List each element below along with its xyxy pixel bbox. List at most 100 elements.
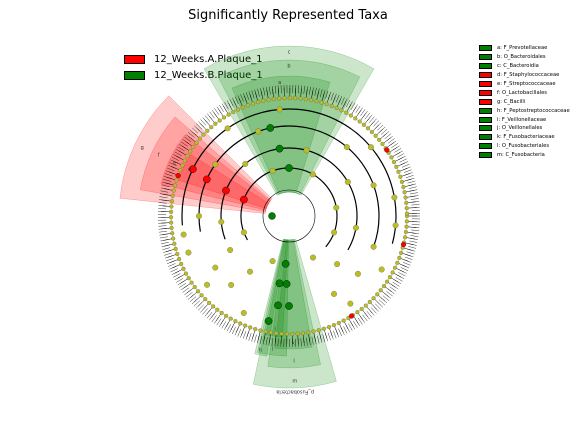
internal-node bbox=[240, 229, 247, 236]
leaf-node bbox=[355, 310, 360, 315]
sector-label-phylum: p_Fusobacteria bbox=[276, 388, 314, 394]
leaf-tick bbox=[168, 263, 176, 267]
leaf-tick bbox=[345, 324, 350, 333]
leaf-tick bbox=[190, 129, 197, 136]
internal-node bbox=[392, 222, 399, 229]
leaf-tick bbox=[398, 272, 406, 277]
sector-letter-c: c bbox=[288, 50, 291, 56]
sector-letter-e: e bbox=[173, 160, 176, 166]
leaf-tick bbox=[387, 288, 395, 294]
leaf-node bbox=[380, 141, 385, 147]
enriched-node-j bbox=[275, 279, 284, 288]
leaf-node bbox=[194, 140, 199, 145]
leaf-tick bbox=[182, 139, 190, 145]
sector-letter-k: k bbox=[292, 340, 295, 346]
leaf-tick bbox=[240, 94, 244, 102]
taxa-swatch-k bbox=[479, 134, 492, 141]
leaf-tick bbox=[380, 129, 388, 135]
leaf-tick bbox=[399, 158, 407, 163]
internal-node bbox=[185, 249, 192, 256]
sector-letter-d: d bbox=[188, 167, 191, 173]
leaf-tick bbox=[257, 335, 260, 344]
leaf-tick bbox=[384, 293, 391, 299]
clade-sector-a bbox=[231, 75, 331, 195]
leaf-tick bbox=[399, 269, 407, 274]
leaf-tick bbox=[297, 338, 299, 347]
taxa-label-m: m: C_Fusobacteria bbox=[497, 152, 545, 159]
leaf-node bbox=[404, 219, 409, 224]
leaf-node bbox=[279, 331, 284, 336]
leaf-tick bbox=[179, 144, 187, 149]
leaf-tick bbox=[328, 91, 331, 100]
leaf-node bbox=[303, 97, 308, 102]
taxa-swatch-m bbox=[479, 152, 492, 159]
leaf-tick bbox=[411, 226, 420, 229]
leaf-node bbox=[253, 327, 258, 332]
leaf-node bbox=[396, 169, 401, 174]
clade-sector-m bbox=[252, 238, 337, 389]
internal-node bbox=[378, 266, 385, 273]
leaf-node bbox=[221, 115, 227, 120]
leaf-tick bbox=[237, 95, 242, 103]
leaf-tick bbox=[164, 173, 173, 177]
leaf-tick bbox=[165, 258, 174, 262]
leaf-tick bbox=[229, 99, 234, 107]
leaf-tick bbox=[384, 133, 392, 139]
leaf-tick bbox=[333, 93, 337, 102]
taxa-legend-item-g: g: C_Bacilli bbox=[479, 97, 570, 106]
leaf-tick bbox=[335, 94, 340, 103]
leaf-node bbox=[309, 98, 314, 103]
sector-letter-f: f bbox=[158, 153, 160, 159]
leaf-tick bbox=[353, 320, 358, 328]
leaf-tick bbox=[371, 118, 377, 125]
leaf-tick bbox=[177, 146, 185, 152]
leaf-tick bbox=[168, 165, 176, 169]
leaf-node bbox=[213, 121, 218, 126]
enriched-node-k bbox=[285, 302, 293, 310]
leaf-node bbox=[263, 329, 268, 334]
leaf-tick bbox=[409, 189, 418, 192]
leaf-node bbox=[371, 296, 376, 301]
leaf-node bbox=[171, 188, 176, 193]
leaf-node bbox=[228, 316, 233, 321]
taxa-legend-item-a: a: F_Prevotellaceae bbox=[479, 44, 570, 53]
taxa-swatch-a bbox=[479, 45, 492, 52]
leaf-tick bbox=[404, 256, 413, 260]
internal-node bbox=[180, 231, 187, 238]
leaf-tick bbox=[411, 204, 420, 206]
enriched-node-f bbox=[222, 186, 230, 195]
leaf-node bbox=[168, 215, 174, 220]
leaf-tick bbox=[166, 260, 175, 264]
leaf-tick bbox=[164, 255, 173, 259]
internal-node bbox=[353, 224, 359, 231]
leaf-tick bbox=[400, 267, 409, 271]
leaf-tick bbox=[280, 338, 282, 347]
internal-node bbox=[331, 290, 337, 297]
leaf-tick bbox=[214, 316, 219, 324]
leaf-node bbox=[215, 307, 220, 312]
taxa-legend-item-b: b: O_Bacteroidales bbox=[479, 53, 570, 62]
leaf-node bbox=[321, 326, 326, 331]
leaf-tick bbox=[378, 299, 386, 306]
internal-node bbox=[242, 160, 249, 167]
leaf-tick bbox=[182, 287, 190, 293]
leaf-tick bbox=[410, 232, 419, 234]
leaf-tick bbox=[170, 159, 178, 164]
leaf-tick bbox=[322, 90, 326, 98]
leaf-node bbox=[211, 304, 216, 309]
leaf-node bbox=[248, 325, 253, 330]
leaf-tick bbox=[406, 177, 415, 181]
leaf-tick bbox=[407, 180, 416, 184]
taxa-swatch-f bbox=[479, 89, 492, 96]
leaf-tick bbox=[382, 295, 390, 301]
leaf-tick bbox=[211, 315, 217, 322]
leaf-node bbox=[404, 200, 409, 205]
leaf-tick bbox=[355, 105, 361, 113]
leaf-tick bbox=[159, 199, 167, 201]
leaf-tick bbox=[180, 141, 188, 147]
leaf-tick bbox=[330, 331, 334, 340]
leaf-tick bbox=[396, 274, 405, 279]
leaf-tick bbox=[396, 153, 405, 158]
sector-letter-i: i bbox=[274, 327, 275, 333]
leaf-tick bbox=[335, 329, 340, 338]
